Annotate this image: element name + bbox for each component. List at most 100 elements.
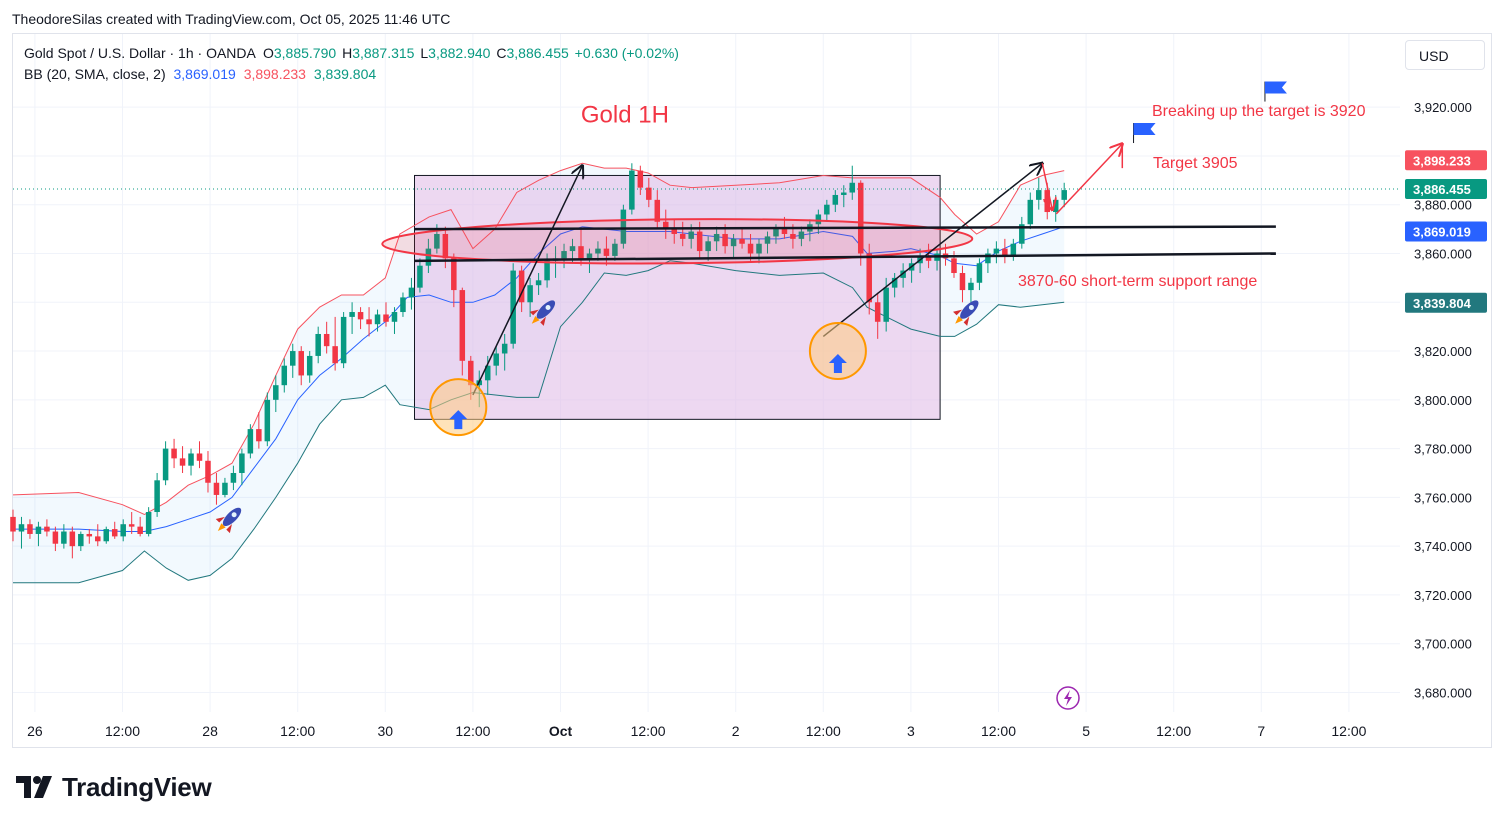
candle-52[interactable] [451, 258, 457, 291]
candle-57[interactable] [493, 353, 499, 366]
candle-77[interactable] [663, 221, 669, 230]
candle-95[interactable] [815, 214, 822, 225]
candle-117[interactable] [1002, 248, 1008, 256]
candle-23[interactable] [205, 460, 211, 483]
candle-50[interactable] [434, 233, 440, 249]
candle-79[interactable] [679, 233, 686, 239]
candle-33[interactable] [289, 351, 296, 366]
candle-43[interactable] [374, 314, 381, 325]
candle-53[interactable] [459, 290, 466, 361]
candle-36[interactable] [315, 333, 321, 356]
candle-88[interactable] [756, 243, 762, 254]
candle-70[interactable] [603, 248, 610, 256]
candle-56[interactable] [484, 365, 491, 381]
candle-0[interactable] [10, 516, 16, 532]
support-trendline-0[interactable] [414, 225, 1276, 231]
candle-28[interactable] [247, 429, 254, 454]
candle-22[interactable] [196, 453, 203, 461]
candle-97[interactable] [832, 194, 839, 205]
candle-81[interactable] [696, 231, 703, 252]
candle-1[interactable] [18, 524, 25, 532]
candle-66[interactable] [569, 246, 576, 252]
candle-47[interactable] [408, 287, 415, 298]
candle-39[interactable] [340, 316, 347, 364]
candle-69[interactable] [595, 248, 601, 254]
candle-41[interactable] [357, 312, 364, 320]
candle-83[interactable] [713, 233, 720, 242]
candle-26[interactable] [230, 472, 237, 483]
candle-99[interactable] [849, 182, 856, 193]
candle-6[interactable] [61, 531, 67, 544]
candle-42[interactable] [366, 319, 372, 325]
candle-16[interactable] [145, 512, 152, 534]
candle-38[interactable] [332, 346, 338, 364]
candle-75[interactable] [646, 187, 652, 200]
candle-73[interactable] [629, 170, 635, 210]
candle-24[interactable] [213, 482, 220, 495]
candle-74[interactable] [637, 170, 644, 188]
candle-45[interactable] [391, 312, 398, 322]
candle-59[interactable] [510, 270, 516, 344]
candle-32[interactable] [281, 365, 288, 386]
price-tag-2[interactable] [1405, 221, 1487, 242]
candle-29[interactable] [256, 429, 262, 442]
candle-11[interactable] [103, 529, 110, 542]
candle-3[interactable] [35, 526, 42, 534]
candle-5[interactable] [52, 531, 59, 544]
tradingview-logo[interactable]: TradingView [16, 772, 212, 802]
currency-button[interactable]: USD [1405, 40, 1485, 70]
candle-85[interactable] [730, 238, 737, 247]
projection-arrow-down[interactable] [1041, 163, 1052, 210]
candle-90[interactable] [773, 229, 779, 237]
candle-8[interactable] [78, 533, 84, 547]
price-tag-3[interactable] [1405, 292, 1487, 313]
candle-65[interactable] [561, 251, 567, 259]
candle-103[interactable] [883, 287, 889, 322]
candle-120[interactable] [1027, 199, 1034, 225]
bb-legend[interactable]: BB (20, SMA, close, 2) 3,869.019 3,898.2… [24, 66, 376, 82]
candle-96[interactable] [824, 204, 830, 215]
candle-21[interactable] [188, 453, 194, 466]
candle-62[interactable] [535, 280, 542, 286]
candle-60[interactable] [518, 270, 525, 303]
candle-121[interactable] [1036, 190, 1042, 200]
candle-123[interactable] [1052, 199, 1059, 213]
support-ellipse[interactable] [381, 217, 974, 266]
projection-arrow-up[interactable] [1055, 144, 1122, 215]
candle-84[interactable] [722, 233, 728, 247]
candle-119[interactable] [1019, 224, 1025, 244]
candle-115[interactable] [985, 253, 991, 264]
candle-40[interactable] [349, 312, 355, 317]
candle-108[interactable] [925, 255, 932, 261]
candle-72[interactable] [620, 209, 627, 244]
candle-111[interactable] [951, 258, 957, 274]
candle-48[interactable] [417, 265, 423, 288]
candle-87[interactable] [747, 243, 754, 254]
price-tag-1[interactable] [1405, 178, 1487, 199]
trend-arrow-1[interactable] [822, 163, 1042, 338]
candle-80[interactable] [688, 231, 694, 239]
candle-124[interactable] [1061, 190, 1067, 200]
candle-82[interactable] [705, 241, 711, 252]
candle-58[interactable] [501, 343, 508, 354]
candle-31[interactable] [273, 385, 279, 400]
candle-10[interactable] [95, 536, 101, 542]
candle-30[interactable] [264, 399, 271, 442]
candle-27[interactable] [239, 453, 245, 473]
target-flag-icon[interactable] [1133, 123, 1156, 136]
candle-17[interactable] [154, 480, 160, 513]
candle-63[interactable] [544, 260, 550, 281]
candle-76[interactable] [654, 199, 661, 222]
candle-12[interactable] [111, 529, 118, 537]
candle-20[interactable] [179, 458, 186, 466]
price-tag-0[interactable] [1405, 150, 1487, 171]
candle-112[interactable] [959, 273, 966, 291]
candle-67[interactable] [578, 246, 584, 259]
candle-61[interactable] [527, 285, 533, 303]
candle-37[interactable] [323, 333, 330, 347]
candle-35[interactable] [306, 355, 313, 376]
candle-101[interactable] [866, 253, 872, 303]
candle-100[interactable] [857, 182, 864, 254]
candle-91[interactable] [781, 229, 788, 234]
